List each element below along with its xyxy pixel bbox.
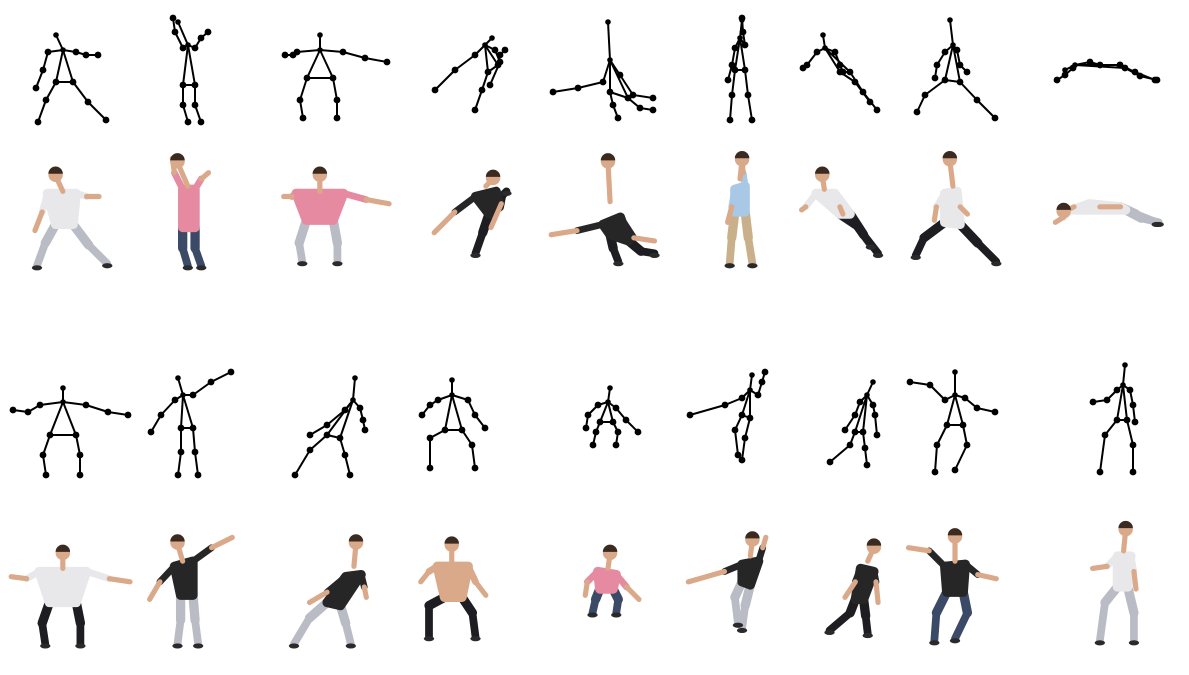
skeleton-13 <box>400 360 520 480</box>
skeleton-1 <box>8 10 128 130</box>
person-10 <box>6 525 133 649</box>
skeleton-12 <box>265 360 385 480</box>
skeleton-10 <box>8 360 132 480</box>
skeleton-row-2 <box>0 360 1189 500</box>
skeleton-8 <box>895 10 1015 130</box>
skeleton-row-1 <box>0 10 1189 135</box>
person-16 <box>783 525 907 649</box>
skeleton-3 <box>265 10 391 130</box>
person-11 <box>131 525 255 649</box>
person-3 <box>263 150 392 274</box>
person-6 <box>678 150 802 274</box>
person-7 <box>783 150 907 274</box>
skeleton-4 <box>400 10 520 130</box>
person-2 <box>131 150 255 274</box>
person-4 <box>398 150 522 274</box>
skeleton-6 <box>680 10 800 130</box>
person-17 <box>893 525 1017 649</box>
skeleton-14 <box>548 360 668 480</box>
person-12 <box>263 525 387 649</box>
skeleton-5 <box>548 10 668 130</box>
skeleton-7 <box>785 10 905 130</box>
skeleton-16 <box>785 360 905 480</box>
skeleton-17 <box>895 360 1015 480</box>
person-9 <box>1043 150 1167 274</box>
person-row-2 <box>0 520 1189 670</box>
person-14 <box>546 525 670 649</box>
person-8 <box>893 150 1017 274</box>
skeleton-9 <box>1045 10 1165 130</box>
person-15 <box>678 525 802 649</box>
skeleton-18 <box>1045 360 1165 480</box>
skeleton-11 <box>133 360 253 480</box>
skeleton-15 <box>680 360 800 480</box>
skeleton-2 <box>133 10 253 130</box>
person-18 <box>1043 520 1167 649</box>
person-13 <box>398 525 522 649</box>
person-row-1 <box>0 150 1189 285</box>
person-1 <box>6 150 130 274</box>
person-5 <box>546 150 670 274</box>
